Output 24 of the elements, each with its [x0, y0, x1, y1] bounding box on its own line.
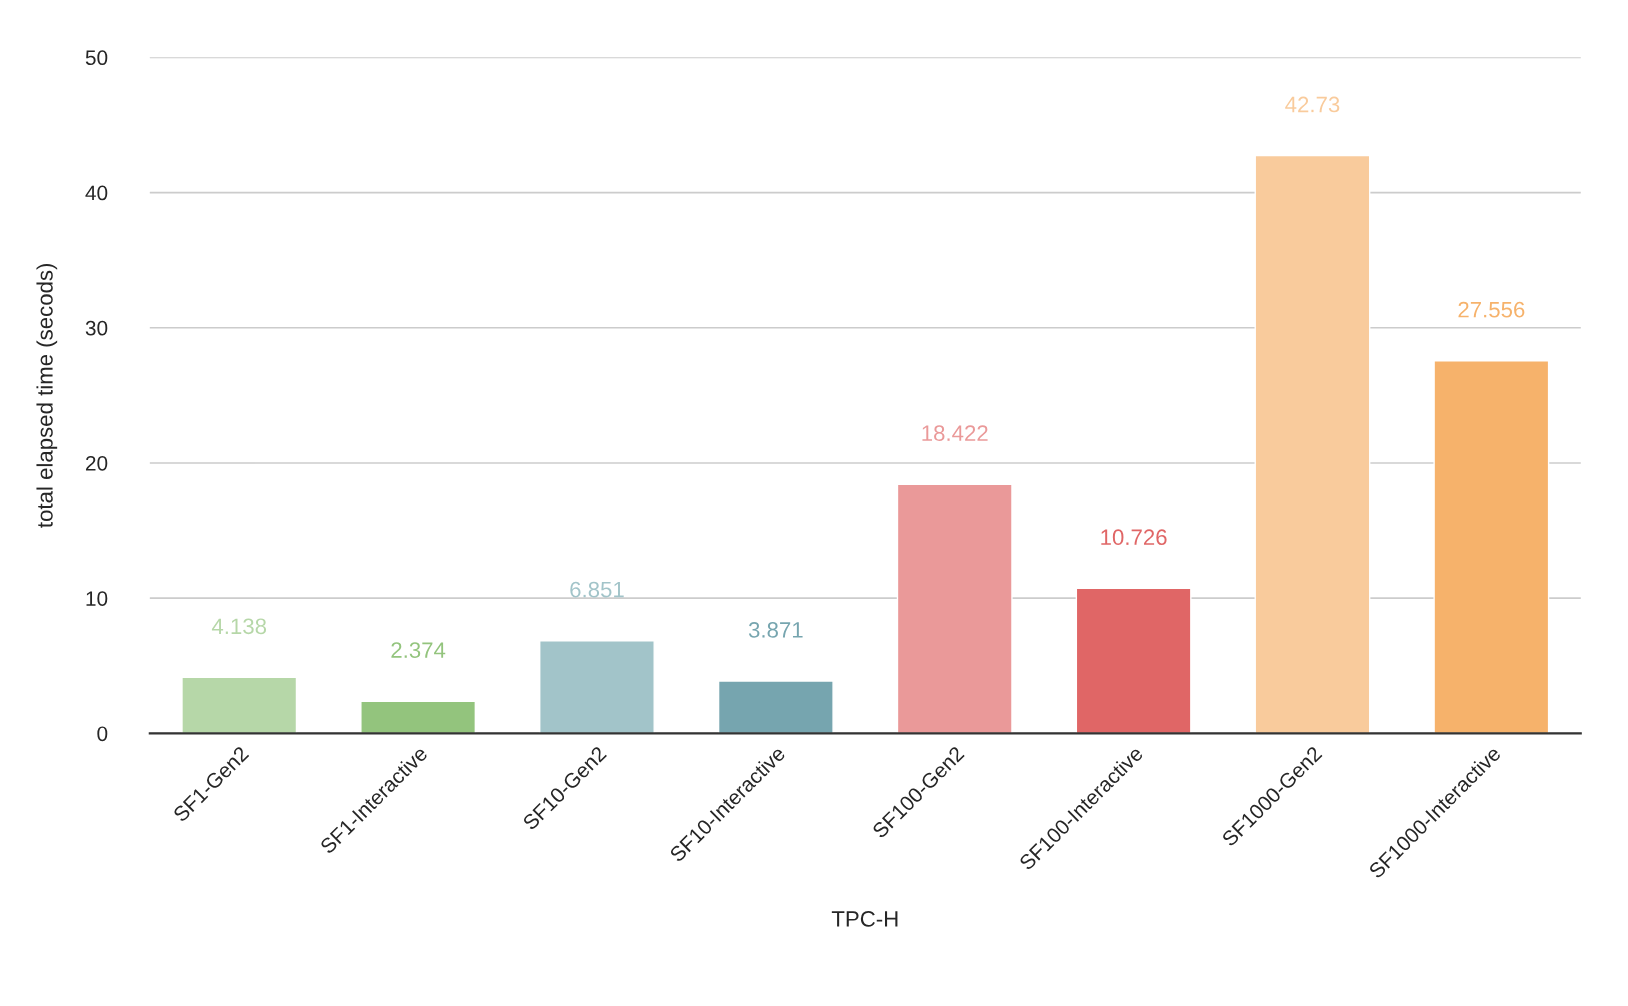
bar — [896, 483, 1013, 734]
bar — [1254, 154, 1371, 734]
y-axis-title: total elapsed time (secods) — [36, 263, 58, 528]
y-tick-label: 50 — [85, 50, 108, 66]
bar — [1433, 360, 1550, 734]
bar — [360, 700, 477, 734]
data-label: 27.556 — [1458, 301, 1525, 318]
data-label: 6.851 — [570, 581, 624, 598]
y-tick-label: 20 — [85, 455, 108, 471]
y-tick-label: 30 — [85, 320, 108, 336]
y-tick-label: 10 — [86, 591, 108, 606]
data-label: 18.422 — [922, 425, 988, 442]
bar — [181, 676, 298, 734]
bar — [539, 640, 655, 734]
bar — [717, 680, 834, 734]
data-label: 10.726 — [1101, 529, 1167, 546]
data-label: 3.871 — [748, 622, 803, 638]
y-tick-label: 0 — [97, 726, 108, 742]
data-label: 42.73 — [1285, 96, 1340, 113]
data-label: 4.138 — [211, 618, 267, 635]
bar — [1075, 587, 1192, 734]
data-label: 2.374 — [391, 642, 446, 658]
x-axis-title: TPC-H — [831, 911, 898, 927]
y-tick-label: 40 — [85, 185, 108, 201]
